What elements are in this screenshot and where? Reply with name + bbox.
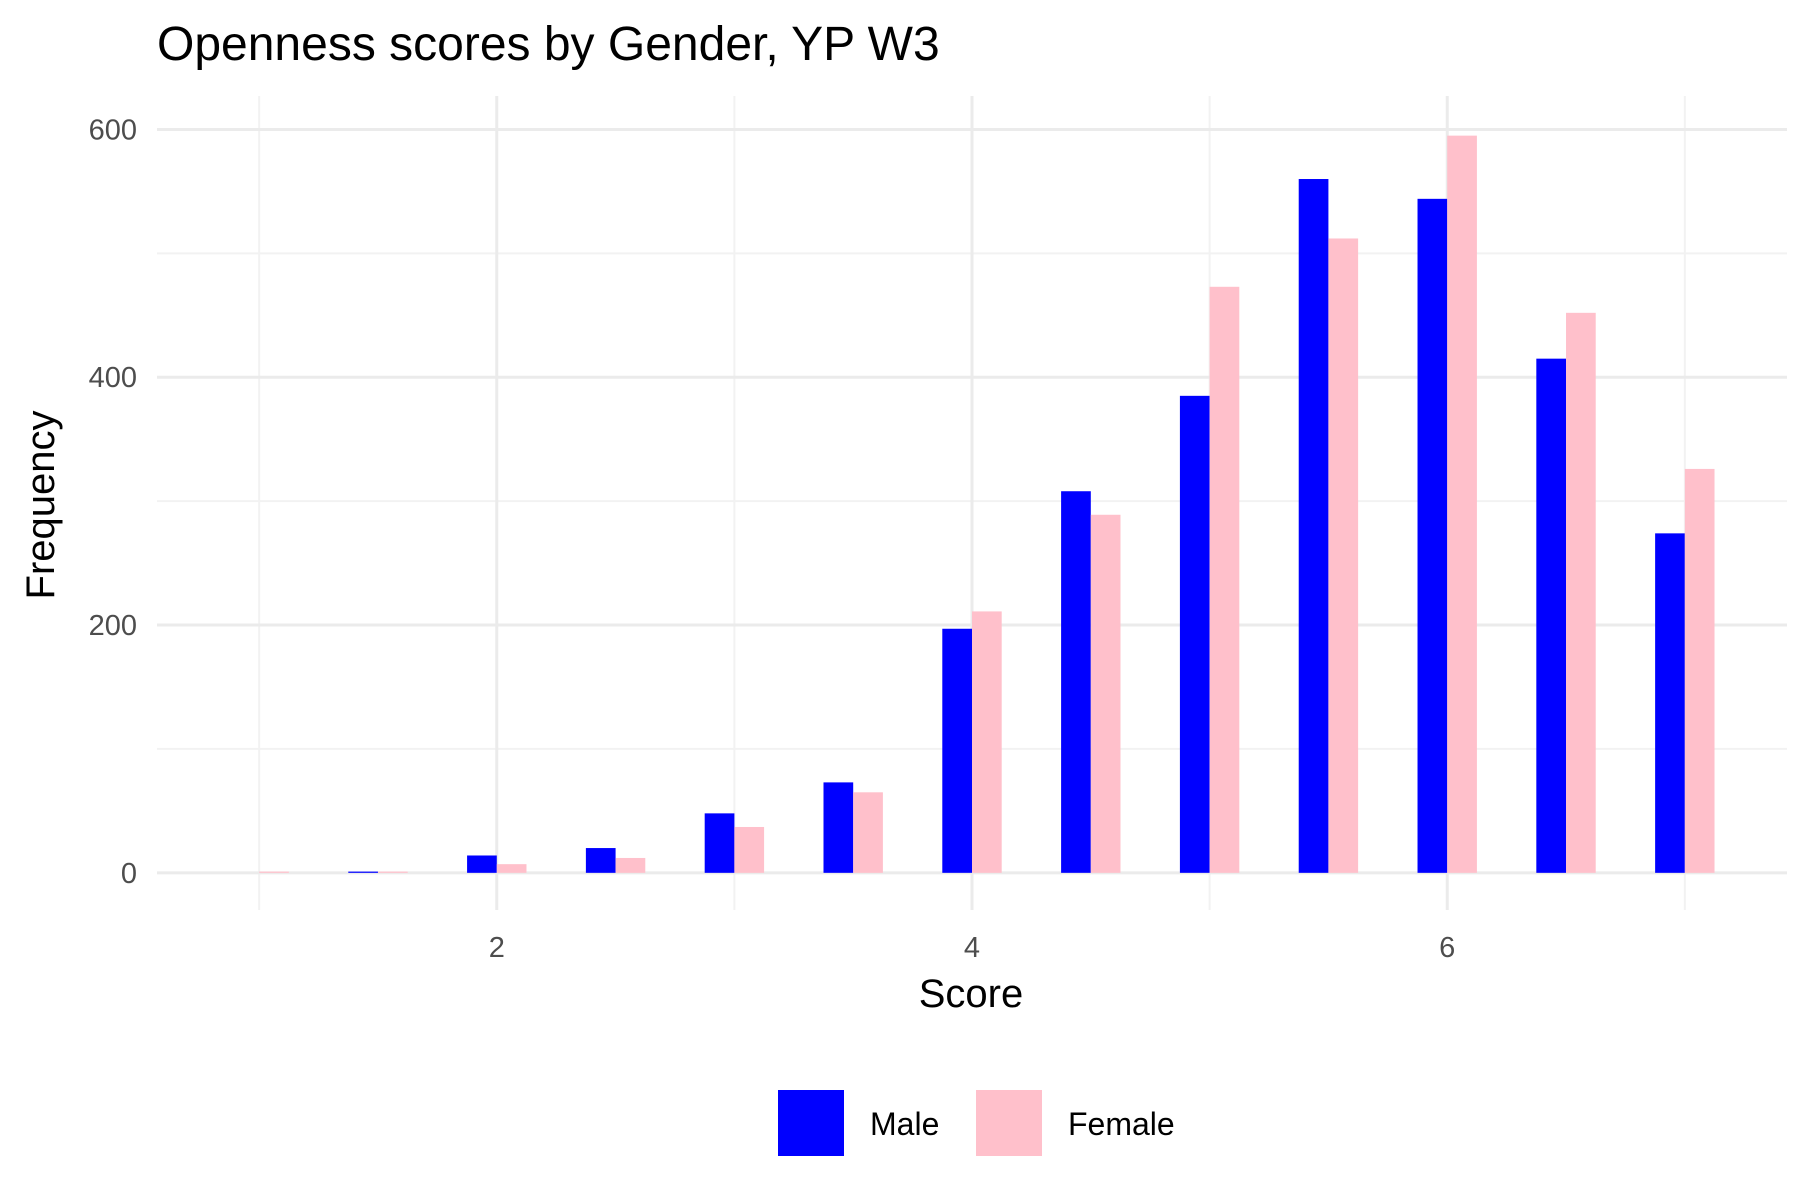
bar-male-5.5: [1298, 179, 1329, 873]
bar-female-3: [734, 826, 765, 873]
bar-male-2: [467, 855, 497, 873]
y-tick-label: 200: [89, 610, 137, 642]
bar-female-1.5: [377, 871, 408, 873]
bar-male-3.5: [823, 782, 854, 873]
legend: Male Female: [778, 1090, 1175, 1156]
legend-label-male: Male: [870, 1106, 939, 1142]
bar-female-5.5: [1328, 238, 1359, 873]
bar-male-5: [1179, 395, 1210, 873]
bar-female-3.5: [853, 792, 883, 873]
bar-male-1.5: [348, 871, 378, 873]
y-axis-title: Frequency: [19, 411, 63, 600]
legend-swatch-female: [976, 1090, 1042, 1156]
bar-female-7: [1684, 468, 1715, 873]
bar-female-4.5: [1090, 514, 1121, 873]
bar-female-6.5: [1566, 312, 1596, 873]
bar-male-3: [704, 813, 735, 873]
legend-swatch-male: [778, 1090, 844, 1156]
y-axis-ticks: 0 200 400 600: [89, 114, 137, 889]
bar-male-6: [1417, 198, 1448, 873]
bar-male-4: [942, 628, 972, 873]
bar-male-6.5: [1536, 358, 1567, 873]
bars: [259, 135, 1715, 873]
x-tick-label: 4: [964, 932, 980, 964]
x-tick-label: 6: [1439, 932, 1455, 964]
x-axis-title: Score: [919, 972, 1024, 1016]
y-tick-label: 0: [121, 858, 137, 890]
y-tick-label: 600: [89, 114, 137, 146]
bar-female-5: [1209, 286, 1240, 873]
chart-title: Openness scores by Gender, YP W3: [157, 18, 940, 71]
x-axis-ticks: 2 4 6: [489, 932, 1456, 964]
bar-male-2.5: [585, 848, 616, 873]
bar-female-6: [1447, 135, 1477, 873]
bar-male-4.5: [1061, 491, 1091, 873]
y-tick-label: 400: [89, 362, 137, 394]
bar-female-1: [259, 871, 289, 873]
bar-female-2: [496, 864, 527, 873]
bar-female-2.5: [615, 857, 646, 873]
bar-male-7: [1655, 533, 1685, 873]
legend-label-female: Female: [1068, 1106, 1175, 1142]
bar-female-4: [972, 611, 1002, 873]
x-tick-label: 2: [489, 932, 505, 964]
